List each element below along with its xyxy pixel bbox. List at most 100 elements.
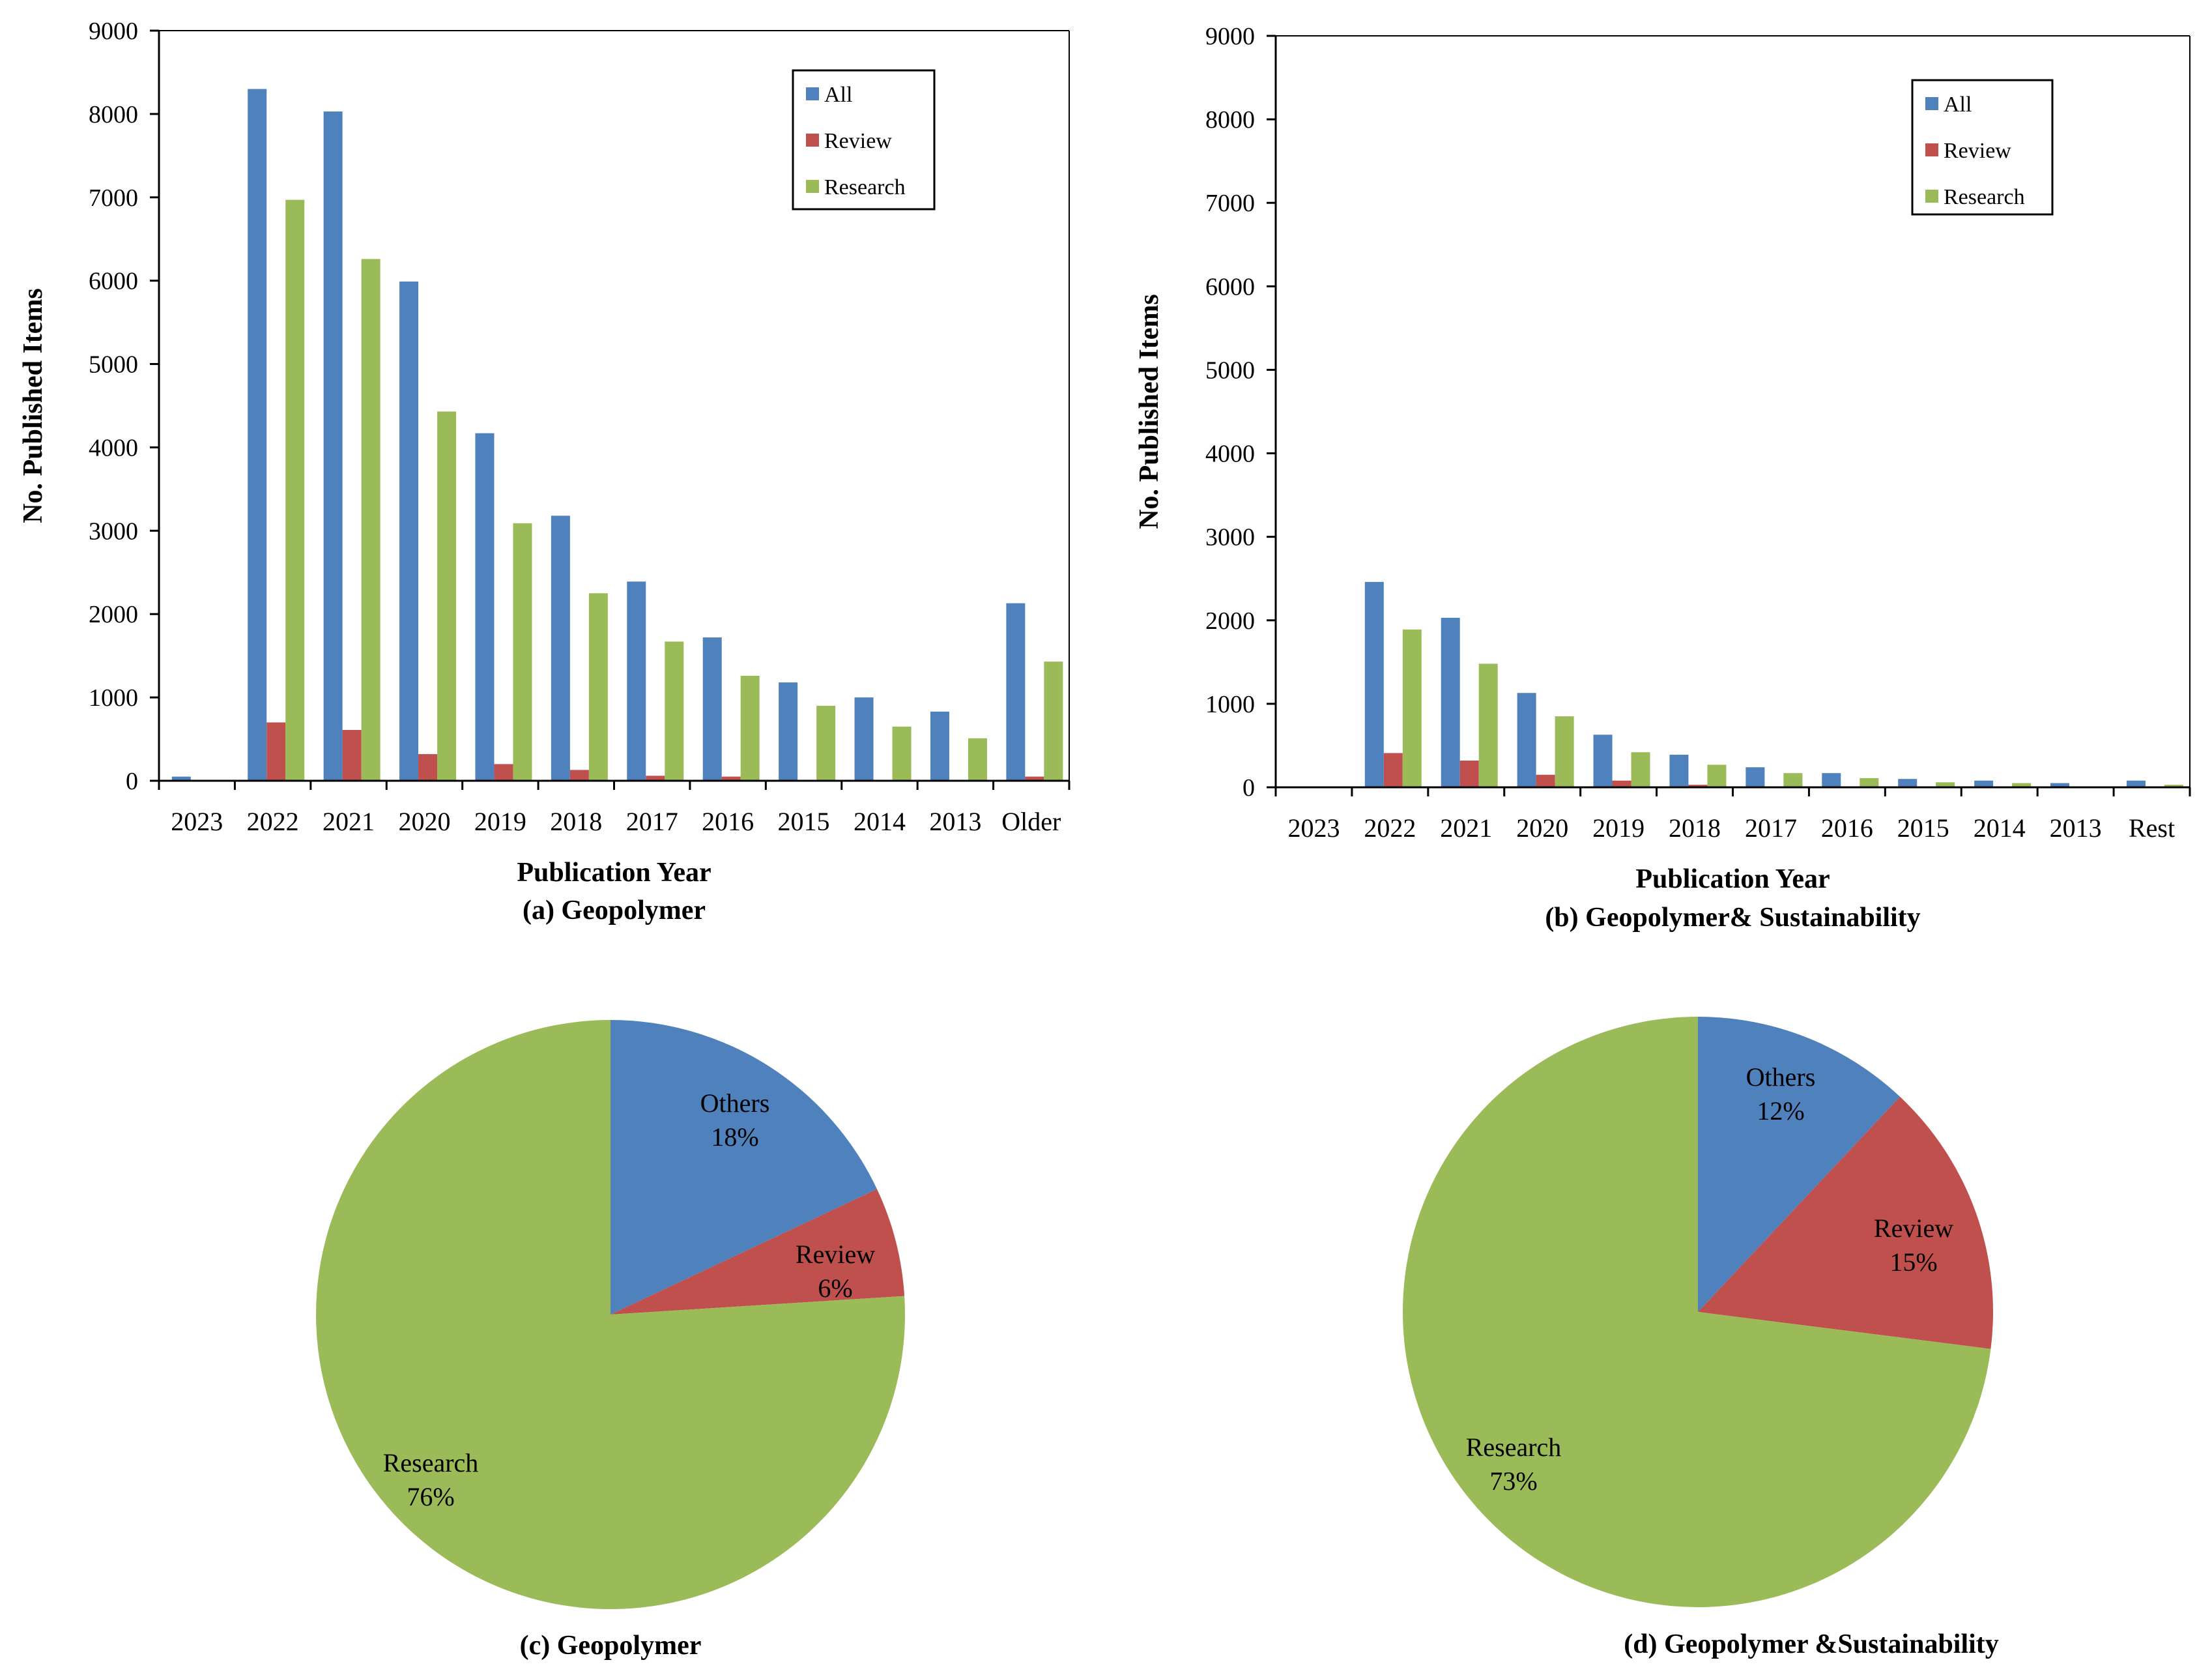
x-tick-label: 2020: [1516, 813, 1568, 843]
bar-all-2018: [1669, 755, 1689, 787]
x-tick-label: 2014: [1974, 813, 2026, 843]
bar-all-2013: [930, 711, 949, 781]
x-tick-label: 2022: [247, 807, 299, 836]
chart-caption: (b) Geopolymer& Sustainability: [1545, 903, 1920, 933]
chart-caption: (a) Geopolymer: [523, 895, 706, 925]
chart-caption: (c) Geopolymer: [520, 1631, 702, 1661]
y-tick-label: 8000: [89, 101, 138, 128]
y-tick-label: 7000: [1205, 190, 1255, 217]
bar-review-2022: [266, 722, 286, 781]
x-tick-label: 2022: [1364, 813, 1416, 843]
bar-research-2020: [1555, 716, 1574, 787]
bar-research-2013: [968, 738, 987, 781]
bar-all-2020: [1517, 693, 1536, 787]
y-tick-label: 0: [126, 768, 138, 795]
x-tick-label: Older: [1001, 807, 1061, 836]
bar-all-2015: [1898, 779, 1918, 787]
pie-percent-others: 18%: [711, 1122, 758, 1152]
pie-label-research: Research: [1466, 1433, 1562, 1462]
pie-label-others: Others: [1746, 1062, 1816, 1092]
y-tick-label: 9000: [89, 18, 138, 45]
pie-label-review: Review: [1874, 1214, 1953, 1243]
bar-review-2020: [418, 754, 438, 781]
x-tick-label: 2018: [1669, 813, 1721, 843]
x-tick-label: 2021: [323, 807, 375, 836]
bar-all-2016: [702, 637, 722, 781]
legend-swatch-review: [1925, 143, 1938, 156]
bar-review-2019: [1612, 780, 1631, 787]
pie-slice-others: [610, 1020, 877, 1315]
y-tick-label: 5000: [1205, 356, 1255, 384]
x-tick-label: 2016: [702, 807, 754, 836]
bar-research-2017: [1783, 773, 1803, 787]
pie-percent-research: 73%: [1489, 1466, 1537, 1496]
bar-review-2019: [494, 764, 513, 781]
x-tick-label: 2016: [1821, 813, 1873, 843]
legend-label-all: All: [824, 83, 852, 107]
y-tick-label: 8000: [1205, 106, 1255, 134]
legend-swatch-research: [806, 180, 819, 193]
bar-review-2016: [721, 776, 741, 781]
pie-slice-research: [1402, 1017, 1991, 1608]
bar-review-2022: [1383, 753, 1403, 787]
bar-review-2017: [646, 776, 665, 781]
bar-review-older: [1025, 776, 1044, 781]
pie-percent-research: 76%: [407, 1482, 454, 1511]
pie-label-review: Review: [796, 1240, 875, 1269]
bar-research-2014: [2012, 783, 2032, 787]
bar-all-2015: [779, 682, 798, 781]
bar-research-2020: [437, 411, 457, 781]
x-tick-label: 2019: [1592, 813, 1645, 843]
x-tick-label: 2023: [171, 807, 223, 836]
bar-research-2016: [1860, 778, 1879, 787]
y-tick-label: 1000: [89, 684, 138, 712]
bar-review-2018: [1688, 785, 1708, 787]
legend-label-review: Review: [1944, 139, 2011, 163]
bar-research-2015: [1936, 782, 1955, 787]
bar-review-2021: [1459, 761, 1479, 787]
pie-chart-geopolymer: Others 18% Review 6% Research 76% (c) Geopolym…: [315, 1020, 905, 1661]
bar-research-2022: [1402, 629, 1422, 787]
bar-research-2017: [665, 641, 684, 781]
bar-all-2016: [1822, 773, 1841, 787]
pie-label-others: Others: [700, 1088, 770, 1118]
bar-research-2018: [588, 593, 608, 781]
bar-research-rest: [2164, 785, 2183, 787]
x-tick-label: 2018: [550, 807, 602, 836]
bar-research-2021: [1478, 663, 1498, 787]
bar-all-2021: [323, 111, 343, 781]
pie-slice-review: [1698, 1096, 1993, 1349]
pie-slice-others: [1698, 1017, 1901, 1312]
y-tick-label: 9000: [1205, 23, 1255, 50]
bar-all-older: [1006, 603, 1026, 781]
y-tick-label: 4000: [89, 434, 138, 461]
y-tick-label: 3000: [1205, 524, 1255, 551]
bar-research-2015: [816, 705, 836, 781]
pie-percent-review: 15%: [1889, 1247, 1937, 1277]
x-tick-label: 2020: [398, 807, 450, 836]
bar-research-2021: [361, 259, 381, 781]
pie-chart-geopolymer-sustainability: Others 12% Review 15% Research 73% (d) Geopoly…: [1402, 1017, 1999, 1659]
bar-chart-geopolymer: 0 1000 2000 3000 4000 5000 6000 7000 8000 9000 202…: [18, 18, 1070, 925]
y-tick-label: 4000: [1205, 441, 1255, 468]
bar-all-2019: [475, 433, 495, 781]
bar-all-2014: [854, 697, 874, 781]
y-tick-label: 6000: [89, 268, 138, 295]
pie-percent-review: 6%: [818, 1273, 852, 1303]
x-tick-label: 2023: [1287, 813, 1340, 843]
y-tick-label: 2000: [1205, 607, 1255, 635]
legend-swatch-all: [1925, 97, 1938, 110]
bar-review-2018: [569, 770, 589, 781]
pie-percent-others: 12%: [1757, 1096, 1804, 1126]
bar-all-rest: [2126, 780, 2146, 787]
bar-chart-geopolymer-sustainability: 0 1000 2000 3000 4000 5000 6000 7000 8000 9000 202…: [1134, 23, 2191, 933]
y-tick-label: 7000: [89, 184, 138, 212]
y-tick-label: 3000: [89, 517, 138, 545]
x-tick-label: Rest: [2129, 813, 2175, 843]
bar-all-2020: [399, 281, 419, 781]
y-tick-label: 0: [1242, 774, 1255, 802]
bar-research-2022: [285, 199, 305, 781]
bar-research-2019: [1631, 752, 1650, 787]
bar-all-2021: [1441, 617, 1460, 787]
